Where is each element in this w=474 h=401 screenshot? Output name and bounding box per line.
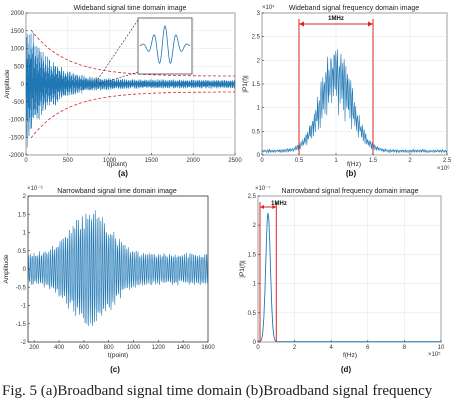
panel-c-y-tick-label: 0 (23, 267, 27, 273)
panel-a-inset-wavelet (139, 25, 191, 65)
panel-a: Wideband signal time domain image 0 500 10… (4, 5, 242, 178)
panel-c-y-tick-label: -1.5 (16, 322, 27, 328)
panel-d-spectrum-line (258, 213, 441, 343)
panel-b-xlabel: f(Hz) (347, 161, 361, 168)
panel-a-y-tick-label: 0 (21, 82, 25, 88)
panel-b-y-tick-label: 0.5 (252, 129, 261, 135)
panel-c-y-tick-label: 0.5 (18, 249, 27, 255)
panel-d-y-tick-label: 0.5 (248, 311, 257, 317)
panel-b-ylabel: |P1(f)| (242, 75, 249, 93)
panel-d-arrowhead-left (260, 205, 264, 209)
panel-d: Narrowband signal frequency domain image… (239, 185, 445, 374)
panel-a-x-tick-label: 500 (63, 158, 74, 164)
panel-a-y-tick-label: 2000 (11, 11, 25, 17)
panel-c-x-tick-label: 200 (29, 345, 40, 351)
panel-b-y-tick-label: 2.5 (252, 35, 261, 41)
panel-c-xlabel: t(point) (108, 352, 128, 359)
panel-d-x-exponent: ×10⁵ (428, 351, 441, 358)
panel-b-x-exponent: ×10⁶ (437, 165, 450, 172)
panel-d-bandwidth-label: 1MHz (271, 201, 287, 207)
panel-a-y-tick-label: -1000 (9, 118, 25, 124)
panel-a-y-tick-label: -1500 (9, 135, 25, 141)
panel-b-arrowhead-right (368, 21, 373, 27)
figure: Wideband signal time domain image 0 500 10… (3, 4, 452, 374)
panel-d-x-tick-label: 10 (438, 345, 445, 351)
panel-b-y-tick-label: 0 (257, 153, 261, 159)
panel-c: Narrowband signal time domain image ×10⁻… (3, 185, 215, 374)
panel-a-y-tick-label: -500 (12, 100, 25, 106)
panel-b-x-tick-label: 1 (334, 158, 338, 164)
panel-b-label: (b) (346, 169, 357, 178)
panel-a-title: Wideband signal time domain image (74, 5, 187, 12)
panel-a-y-tick-label: 1500 (11, 29, 25, 35)
panel-c-y-tick-label: -1 (21, 304, 27, 310)
panel-c-y-tick-label: -0.5 (16, 285, 27, 291)
panel-a-ylabel: Amplitude (4, 69, 11, 98)
panel-d-y-tick-label: 1 (253, 282, 257, 288)
panel-c-x-tick-label: 1200 (152, 345, 166, 351)
panel-d-arrowhead-right (272, 205, 277, 209)
panel-b-x-tick-label: 2.5 (443, 158, 452, 164)
panel-d-y-tick-label: 1.5 (248, 252, 257, 258)
panel-d-title: Narrowband signal frequency domain image (282, 188, 419, 195)
panel-b-x-tick-label: 2 (408, 158, 412, 164)
panel-d-x-tick-label: 0 (256, 345, 260, 351)
panel-b-y-tick-label: 2 (257, 58, 261, 64)
panel-a-xlabel: t(point) (107, 161, 127, 168)
panel-d-x-tick-label: 6 (366, 345, 370, 351)
figure-caption: Fig. 5 (a)Broadband signal time domain (… (2, 383, 433, 399)
panel-b-y-exponent: ×10⁴ (262, 4, 275, 11)
panel-b-x-tick-label: 1.5 (369, 158, 378, 164)
panel-b-y-tick-label: 1 (257, 106, 261, 112)
panel-b: Wideband signal frequency domain image 1… (242, 4, 452, 178)
panel-b-y-tick-label: 3 (257, 11, 261, 17)
panel-d-xlabel: f(Hz) (343, 352, 357, 359)
panel-b-x-tick-label: 0 (260, 158, 264, 164)
panel-c-y-tick-label: 1 (23, 231, 27, 237)
panel-c-x-tick-label: 1400 (176, 345, 190, 351)
panel-d-axes (257, 195, 442, 343)
panel-a-x-tick-label: 2500 (228, 158, 242, 164)
panel-b-y-tick-label: 1.5 (252, 82, 261, 88)
panel-a-y-tick-label: 500 (14, 64, 25, 70)
panel-c-x-tick-label: 800 (104, 345, 115, 351)
panel-d-label: (d) (341, 365, 352, 374)
panel-d-y-tick-label: 2.5 (248, 194, 257, 200)
panel-d-ylabel: |P1(f)| (239, 260, 246, 278)
panel-d-y-tick-label: 0 (253, 340, 257, 346)
panel-a-inset (137, 17, 193, 75)
panel-c-y-tick-label: 1.5 (18, 212, 27, 218)
panel-a-label: (a) (118, 169, 128, 178)
panel-c-x-tick-label: 600 (79, 345, 90, 351)
panel-b-arrowhead-left (299, 21, 304, 27)
panel-c-ylabel: Amplitude (3, 254, 10, 283)
panel-b-bandwidth-label: 1MHz (328, 16, 344, 22)
panel-c-x-tick-label: 400 (54, 345, 65, 351)
panel-d-x-tick-label: 2 (293, 345, 297, 351)
panel-c-x-tick-label: 1600 (201, 345, 215, 351)
panel-d-x-tick-label: 4 (330, 345, 334, 351)
panel-a-y-tick-label: 1000 (11, 47, 25, 53)
panel-c-label: (c) (110, 365, 120, 374)
panel-a-y-tick-label: -2000 (9, 153, 25, 159)
panel-b-title: Wideband signal frequency domain image (289, 5, 419, 12)
panel-c-y-tick-label: -2 (21, 340, 27, 346)
panel-a-x-tick-label: 1000 (103, 158, 117, 164)
panel-d-y-exponent: ×10⁻⁷ (255, 185, 271, 192)
panel-c-signal-line (27, 210, 209, 327)
panel-a-x-tick-label: 2000 (187, 158, 201, 164)
panel-c-y-tick-label: 2 (23, 194, 27, 200)
panel-a-x-tick-label: 1500 (145, 158, 159, 164)
panel-a-signal-line (25, 32, 236, 148)
panel-c-x-tick-label: 1000 (127, 345, 141, 351)
panel-a-inset-connector-top (95, 19, 139, 83)
panel-b-spectrum-line (261, 49, 447, 154)
panel-d-y-tick-label: 2 (253, 223, 257, 229)
panel-c-title: Narrowband signal time domain image (57, 188, 177, 195)
panel-a-x-tick-label: 0 (24, 158, 28, 164)
panel-b-x-tick-label: 0.5 (295, 158, 304, 164)
panel-d-x-tick-label: 8 (403, 345, 407, 351)
panel-c-y-exponent: ×10⁻⁵ (27, 185, 43, 192)
